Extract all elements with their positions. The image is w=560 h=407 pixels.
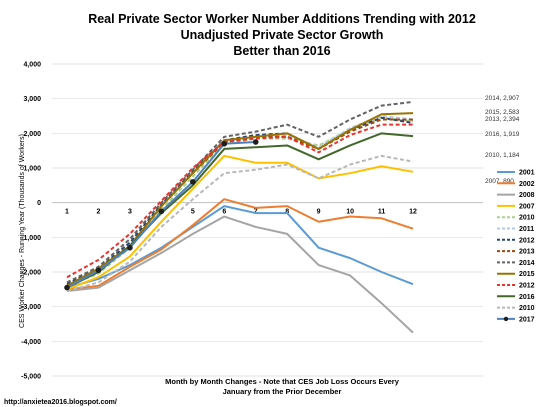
legend-label: 2016	[519, 294, 535, 301]
legend-label: 2002	[519, 181, 535, 188]
legend: 2001 2002 2008 2007 2010 2011 2012 2013 2014 2015…	[497, 170, 535, 323]
y-tick-label: 0	[37, 200, 41, 207]
data-point	[64, 284, 70, 291]
x-tick-label: 5	[191, 209, 195, 216]
legend-label: 2014	[519, 260, 535, 267]
legend-label: 2012	[519, 283, 535, 290]
y-tick-label: -5,000	[21, 374, 41, 381]
y-tick-label: 3,000	[23, 96, 41, 103]
x-tick-label: 1	[65, 209, 69, 216]
y-tick-label: 1,000	[23, 166, 41, 173]
data-point	[158, 208, 165, 215]
x-tick-label: 11	[378, 209, 386, 216]
chart-title-line-3: Better than 2016	[233, 44, 330, 58]
series-lines	[64, 100, 414, 334]
x-tick-label: 12	[409, 209, 417, 216]
data-point	[127, 244, 133, 251]
x-tick-label: 2	[97, 209, 101, 216]
data-point	[95, 267, 102, 274]
legend-label: 2008	[519, 192, 535, 199]
end-annotation: 2007, 890	[485, 178, 514, 185]
y-tick-label: 4,000	[23, 62, 41, 69]
series-line-2002	[66, 198, 414, 291]
end-annotation: 2016, 1,919	[485, 131, 520, 138]
legend-label: 2017	[519, 316, 535, 323]
end-annotation: 2010, 1,184	[485, 152, 520, 159]
legend-label: 2013	[519, 249, 535, 256]
legend-label: 2012	[519, 237, 535, 244]
series-line-2010	[66, 154, 414, 293]
series-line-2008	[66, 215, 414, 334]
legend-label: 2010	[519, 215, 535, 222]
legend-label: 2007	[519, 203, 535, 210]
y-tick-label: 2,000	[23, 131, 41, 138]
x-tick-label: 10	[346, 209, 354, 216]
legend-marker	[503, 316, 509, 322]
y-tick-label: -1,000	[21, 235, 41, 242]
data-point	[252, 139, 259, 145]
series-line-2001	[66, 205, 414, 289]
data-point	[190, 179, 196, 185]
series-line-2007	[66, 154, 414, 291]
end-annotation: 2015, 2,583	[485, 109, 520, 116]
y-axis-label: CES Worker Changes - Running Year (Thous…	[19, 134, 26, 328]
legend-label: 2010	[519, 305, 535, 312]
series-line-2012	[66, 123, 413, 279]
legend-label: 2001	[519, 170, 535, 177]
end-annotation: 2013, 2,394	[485, 116, 520, 123]
y-tick-labels: -5,000 -4,000 -3,000 -2,000 -1,000 0 1,000 2,00…	[21, 62, 41, 381]
x-axis-label-line-1: Month by Month Changes - Note that CES J…	[165, 377, 400, 386]
x-axis-label-line-2: January from the Prior December	[223, 387, 342, 396]
data-point	[221, 140, 228, 147]
y-tick-label: -3,000	[21, 304, 41, 311]
chart-title-line-2: Unadjusted Private Sector Growth	[181, 28, 384, 42]
chart-title-line-1: Real Private Sector Worker Number Additi…	[88, 12, 476, 26]
x-tick-label: 6	[222, 209, 226, 216]
legend-label: 2011	[519, 226, 534, 233]
legend-label: 2015	[519, 271, 535, 278]
x-tick-label: 9	[317, 209, 321, 216]
y-tick-label: -2,000	[21, 270, 41, 277]
x-tick-label: 3	[128, 209, 132, 216]
end-annotation: 2014, 2,907	[485, 95, 520, 102]
gridlines	[52, 63, 483, 377]
y-tick-label: -4,000	[21, 339, 41, 346]
source-url: http://anxietea2016.blogspot.com/	[4, 399, 117, 406]
